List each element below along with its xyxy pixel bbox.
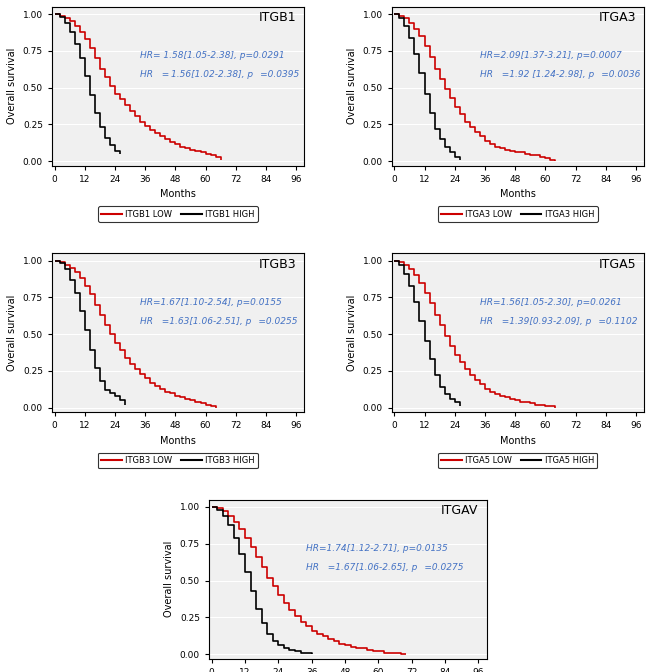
Text: HR     =1.67[1.06-2.65], p    =0.0275: HR =1.67[1.06-2.65], p =0.0275 [306,563,463,572]
Y-axis label: Overall survival: Overall survival [347,294,357,371]
Text: ITGB3: ITGB3 [259,258,296,271]
Text: HR     =1.63[1.06-2.51], p    =0.0255: HR =1.63[1.06-2.51], p =0.0255 [140,317,298,326]
Text: HR= 1.58[1.05-2.38], p=0.0291: HR= 1.58[1.05-2.38], p=0.0291 [140,51,285,60]
Text: ITGAV: ITGAV [441,505,478,517]
X-axis label: Months: Months [160,190,196,200]
Text: HR     =1.39[0.93-2.09], p    =0.1102: HR =1.39[0.93-2.09], p =0.1102 [480,317,638,326]
Text: ITGA3: ITGA3 [599,11,636,24]
Text: HR=2.09[1.37-3.21], p=0.0007: HR=2.09[1.37-3.21], p=0.0007 [480,51,621,60]
Text: HR=1.56[1.05-2.30], p=0.0261: HR=1.56[1.05-2.30], p=0.0261 [480,298,621,306]
Text: HR     =1.92 [1.24-2.98], p    =0.0036: HR =1.92 [1.24-2.98], p =0.0036 [480,71,640,79]
Text: HR=1.74[1.12-2.71], p=0.0135: HR=1.74[1.12-2.71], p=0.0135 [306,544,448,553]
Y-axis label: Overall survival: Overall survival [347,48,357,124]
Legend: ITGA3 LOW, ITGA3 HIGH: ITGA3 LOW, ITGA3 HIGH [437,206,597,222]
Y-axis label: Overall survival: Overall survival [164,541,174,618]
X-axis label: Months: Months [160,435,196,446]
Text: HR     = 1.56[1.02-2.38], p    =0.0395: HR = 1.56[1.02-2.38], p =0.0395 [140,71,300,79]
Legend: ITGB3 LOW, ITGB3 HIGH: ITGB3 LOW, ITGB3 HIGH [98,453,258,468]
X-axis label: Months: Months [500,435,536,446]
Y-axis label: Overall survival: Overall survival [7,294,18,371]
Text: ITGB1: ITGB1 [259,11,296,24]
Y-axis label: Overall survival: Overall survival [7,48,18,124]
Text: HR=1.67[1.10-2.54], p=0.0155: HR=1.67[1.10-2.54], p=0.0155 [140,298,282,306]
X-axis label: Months: Months [500,190,536,200]
Text: ITGA5: ITGA5 [598,258,636,271]
Legend: ITGB1 LOW, ITGB1 HIGH: ITGB1 LOW, ITGB1 HIGH [98,206,258,222]
Legend: ITGA5 LOW, ITGA5 HIGH: ITGA5 LOW, ITGA5 HIGH [438,453,597,468]
